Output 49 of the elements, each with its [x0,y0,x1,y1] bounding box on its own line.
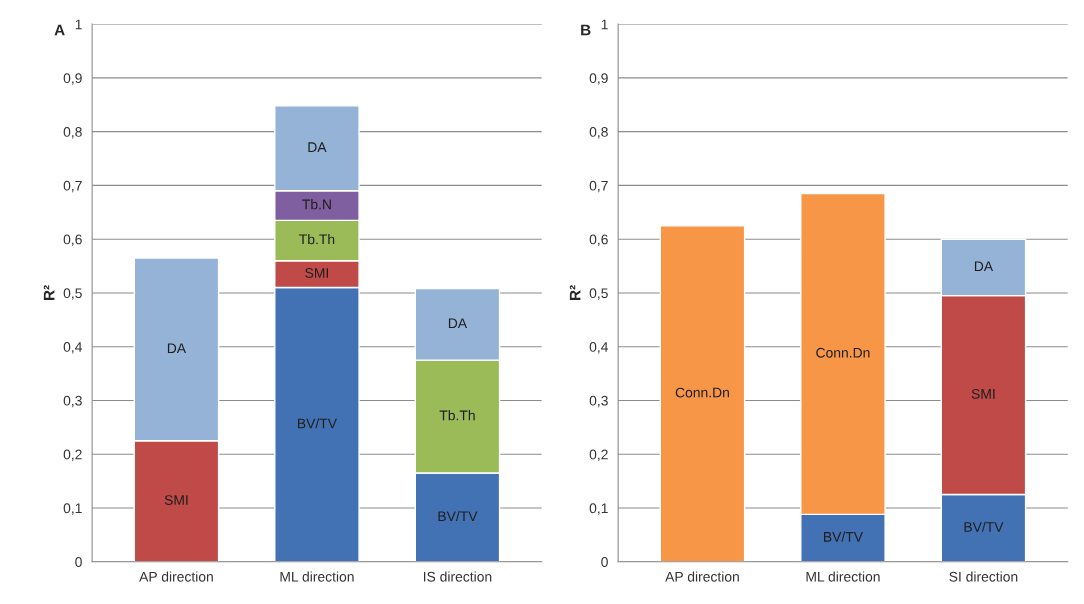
y-tick-label: 0,3 [63,395,82,408]
text: BV/TV [964,521,1004,532]
y-tick-label: 0,3 [589,395,608,408]
y-tick-label: 0,2 [589,449,608,462]
y-tick-label: 0,4 [589,342,609,354]
x-tick-label: SI direction [949,571,1018,582]
y-tick-label: 0,9 [63,73,82,85]
y-tick-label: 0 [75,557,82,567]
text: Conn.Dn [816,347,870,358]
chart-title: B [581,24,591,36]
y-tick-label: 0,7 [63,180,82,193]
y-tick-label: 0,8 [63,127,82,139]
y-tick-label: 0,5 [589,288,608,300]
y-axis-title: R² [569,285,581,300]
series-label: Tb.Th [299,234,335,245]
text: DA [167,343,187,353]
series-label: DA [448,318,468,328]
series-label: Conn.Dn [675,387,729,398]
x-tick-label: ML direction [806,571,880,582]
text: BV/TV [438,510,478,522]
y-tick-label: 1 [75,19,82,30]
y-axis-title: R² [43,285,55,300]
y-tick-label: 1 [601,19,608,30]
text: Tb.Th [439,410,475,421]
y-tick-label: 0,6 [589,234,608,246]
series-label: BV/TV [824,531,863,542]
y-tick-label: 0,8 [589,127,608,139]
series-label: SMI [971,388,995,399]
y-tick-label: 0,7 [589,180,608,193]
text: DA [308,142,327,152]
chart-title: A [54,24,65,36]
x-tick-label: ML direction [280,571,354,582]
series-label: Tb.N [302,199,331,210]
x-tick-label: IS direction [423,571,492,582]
y-tick-label: 0,1 [63,503,82,515]
series-label: BV/TV [298,418,337,429]
series-label: DA [974,261,994,271]
series-label: SMI [305,268,328,278]
y-tick-label: 0,1 [589,503,608,515]
y-tick-label: 0,5 [63,288,82,300]
y-tick-label: 0,2 [63,449,82,462]
y-tick-label: 0,4 [63,342,83,354]
bar [659,225,746,562]
y-tick-label: 0,9 [589,73,608,85]
x-tick-label: AP direction [665,571,739,582]
y-tick-label: 0,6 [63,234,82,246]
text: SMI [164,495,188,505]
y-tick-label: 0 [601,557,608,567]
x-tick-label: AP direction [139,571,213,582]
